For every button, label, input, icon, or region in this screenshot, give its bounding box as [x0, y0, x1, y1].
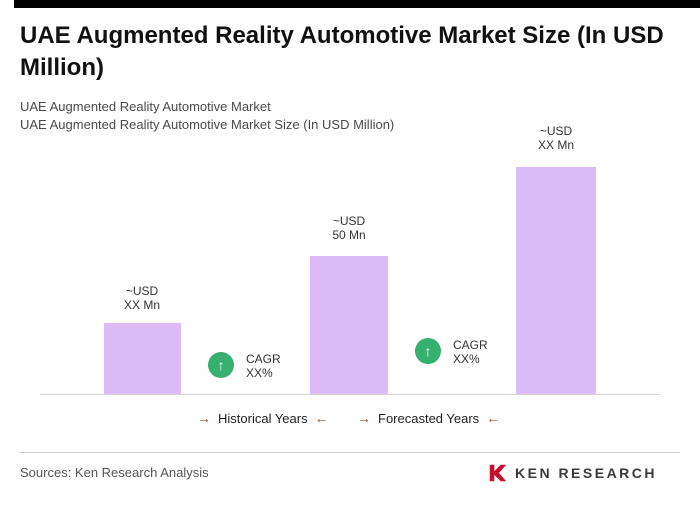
legend-label: Forecasted Years — [378, 410, 480, 426]
bar-value-line1: ~USD — [125, 284, 159, 298]
right-arrow-icon: → — [357, 410, 371, 426]
up-arrow-icon: ↑ — [217, 357, 225, 373]
cagr-annotation: CAGR XX% — [246, 352, 281, 380]
legend-forecasted-years: → Forecasted Years ← — [357, 410, 500, 426]
cagr-value: XX% — [453, 352, 480, 366]
bar-value-line2: XX Mn — [537, 138, 574, 152]
cagr-label: CAGR — [246, 352, 281, 366]
left-arrow-icon: ← — [314, 410, 329, 426]
footer-divider — [20, 452, 680, 453]
ken-research-logo: KEN RESEARCH — [487, 462, 657, 484]
logo-text: KEN RESEARCH — [515, 465, 658, 481]
cagr-badge: ↑ — [415, 338, 441, 364]
bar-value-line2: 50 Mn — [332, 228, 366, 242]
bar-historical — [104, 323, 181, 395]
cagr-badge: ↑ — [208, 352, 234, 378]
top-accent-bar — [14, 0, 700, 8]
logo-k-icon — [489, 464, 507, 482]
bar-value-line2: XX Mn — [123, 298, 160, 312]
bar-value-line1: ~USD — [539, 124, 573, 138]
bar-middle — [310, 256, 388, 395]
legend-label: Historical Years — [218, 410, 308, 426]
bar-value-line1: ~USD — [332, 214, 366, 228]
cagr-label: CAGR — [453, 338, 488, 352]
cagr-value: XX% — [246, 366, 273, 380]
up-arrow-icon: ↑ — [424, 343, 432, 359]
subtitle-line-1: UAE Augmented Reality Automotive Market — [20, 99, 271, 114]
cagr-annotation: CAGR XX% — [453, 338, 488, 366]
subtitle-line-2: UAE Augmented Reality Automotive Market … — [20, 117, 395, 132]
bar-forecast — [516, 167, 596, 395]
right-arrow-icon: → — [197, 410, 211, 426]
bar-value-label: ~USD XX Mn — [82, 284, 202, 312]
bar-value-label: ~USD 50 Mn — [289, 214, 409, 242]
axis-baseline — [40, 394, 660, 395]
sources-text: Sources: Ken Research Analysis — [20, 465, 209, 480]
bar-value-label: ~USD XX Mn — [496, 124, 616, 152]
page-title: UAE Augmented Reality Automotive Market … — [20, 22, 664, 81]
legend-historical-years: → Historical Years ← — [197, 410, 329, 426]
left-arrow-icon: ← — [486, 410, 501, 426]
subtitle-block: UAE Augmented Reality Automotive Market … — [20, 98, 394, 134]
